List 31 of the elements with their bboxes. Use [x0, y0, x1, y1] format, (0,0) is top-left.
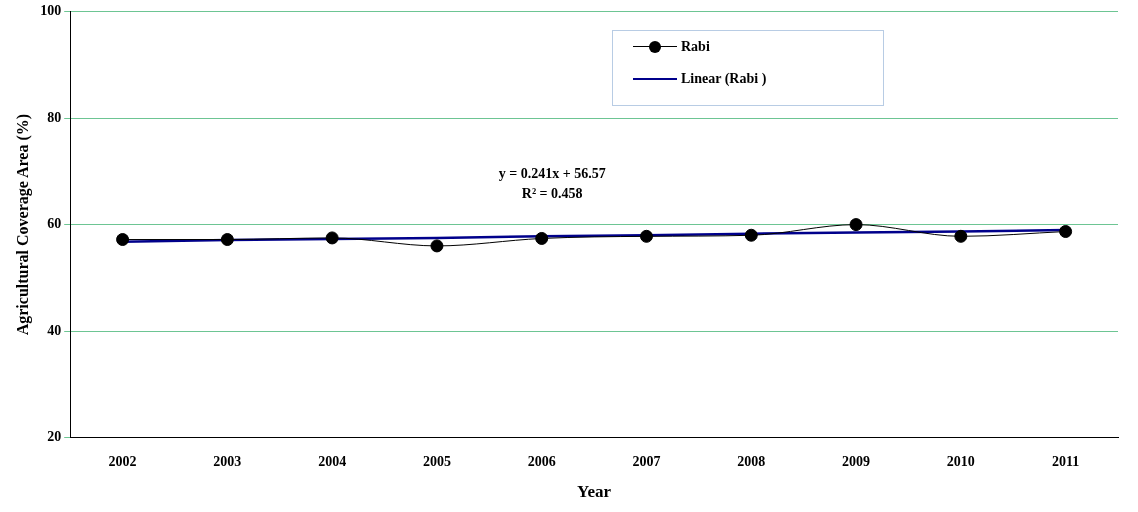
point	[430, 239, 444, 253]
annotation: y = 0.241x + 56.57	[498, 166, 606, 181]
point	[639, 229, 653, 243]
y-axis-title: Agricultural Coverage Area (%)	[13, 113, 32, 336]
x-tick-label: 2008	[737, 453, 766, 469]
legend-label: Linear (Rabi )	[681, 71, 767, 87]
y-tick-label: 40	[47, 322, 62, 338]
x-tick-label: 2007	[632, 453, 661, 469]
x-tick-label: 2005	[422, 453, 451, 469]
point	[220, 233, 234, 247]
point	[325, 231, 339, 245]
x-tick-label: 2006	[527, 453, 556, 469]
point	[954, 229, 968, 243]
annotation: R² = 0.458	[521, 186, 583, 201]
y-tick-label: 60	[47, 216, 62, 232]
y-tick-label: 80	[47, 109, 62, 125]
point	[849, 218, 863, 232]
x-tick-label: 2011	[1051, 453, 1080, 469]
y-tick-label: 100	[40, 3, 62, 19]
x-tick-label: 2003	[213, 453, 242, 469]
x-tick-label: 2004	[318, 453, 347, 469]
point	[116, 233, 130, 247]
point	[1059, 225, 1073, 239]
point	[535, 231, 549, 245]
x-tick-label: 2010	[946, 453, 975, 469]
legend-label: Rabi	[681, 39, 710, 55]
x-tick-label: 2009	[842, 453, 871, 469]
x-axis-title: Year	[577, 482, 612, 502]
y-tick-label: 20	[47, 429, 62, 445]
x-tick-label: 2002	[108, 453, 137, 469]
point	[744, 228, 758, 242]
